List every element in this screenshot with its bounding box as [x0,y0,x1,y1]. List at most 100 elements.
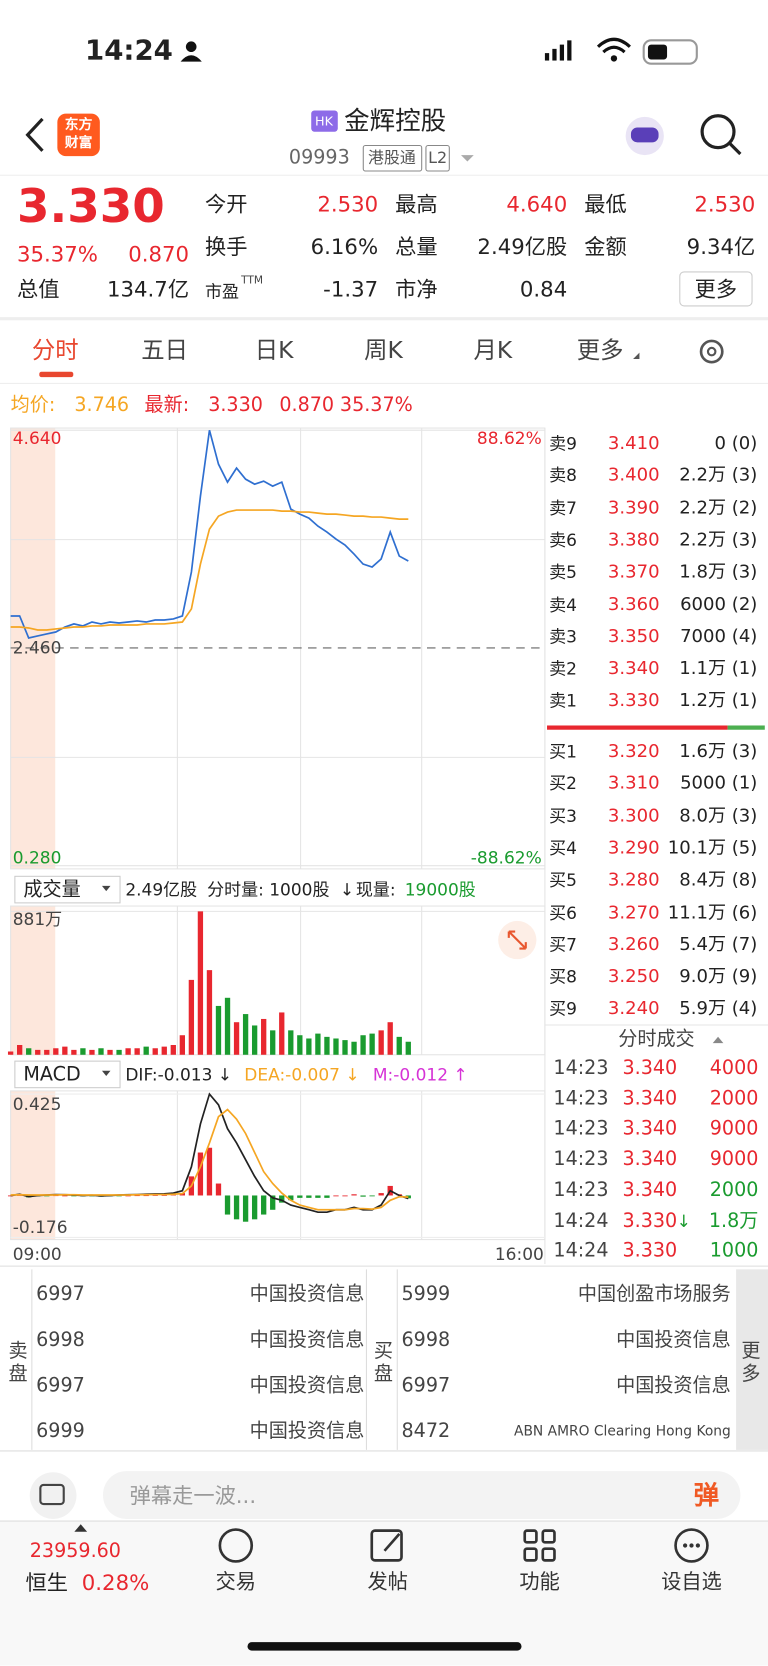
side-label: 卖盘 [8,1339,28,1386]
last-value: 3.330 [208,394,263,417]
level-volume: 0 (0) [714,432,758,455]
volume-bar [35,1049,41,1055]
trade-price: 3.330 [622,1209,678,1232]
trade-time: 14:23 [553,1056,609,1080]
stat-sup: TTM [241,275,264,287]
tab-bar-item[interactable]: 发帖 [367,1570,408,1594]
tab[interactable]: 更多 [576,337,624,365]
stock-code: 09993 [288,146,350,169]
broker-name: 中国创盈市场服务 [577,1283,731,1306]
volume-bar [251,1025,258,1055]
volume-selector[interactable]: 成交量 [23,878,81,901]
volume-bar [80,1048,86,1055]
macd-selector[interactable]: MACD [23,1063,81,1086]
tab-bar-item[interactable]: 功能 [519,1570,560,1594]
level-volume: 11.1万 (6) [667,901,758,924]
trade-arrow: ↓ [676,1210,691,1231]
stat-label: 总值 [16,276,60,302]
stat-value: 134.7亿 [107,276,190,302]
volume-bar [242,1014,249,1055]
index-value: 23959.60 [29,1540,121,1563]
trade-volume: 9000 [709,1117,759,1141]
level-price: 3.270 [607,901,660,924]
m-value: M:-0.012 ↑ [372,1064,468,1085]
trade-volume: 9000 [709,1148,759,1171]
broker-name: 中国投资信息 [249,1420,365,1443]
stat-value: 2.49亿股 [477,233,568,260]
stat-value: 2.530 [694,191,756,217]
level-price: 3.300 [607,805,660,827]
tab[interactable]: 五日 [141,337,189,365]
level-volume: 7000 (4) [680,625,758,648]
broker-id: 6999 [36,1420,85,1443]
volume-bar [98,1048,104,1055]
level-label: 买7 [549,934,577,955]
level-label: 买1 [549,741,577,762]
volume-total: 2.49亿股 [125,879,198,900]
tab-bar-item[interactable]: 交易 [215,1570,256,1594]
volume-bar [107,1049,113,1055]
tab-bar-item[interactable]: 设自选 [661,1570,722,1594]
stat-label: 金额 [584,233,627,260]
tab[interactable]: 分时 [31,337,79,365]
stat-label: 最高 [395,191,438,217]
broker-name: 中国投资信息 [249,1374,365,1397]
last-label: 最新: [144,394,190,417]
volume-bar [360,1035,366,1055]
macd-bar [333,1195,339,1197]
level-price: 3.360 [607,593,660,616]
volume-bar [17,1044,23,1055]
broker-id: 6997 [36,1283,85,1306]
trade-volume: 2000 [709,1087,759,1110]
arrow: ↓ [339,879,355,900]
volume-bar [116,1049,122,1055]
tab[interactable]: 月K [473,337,513,365]
volume-bar [396,1036,402,1055]
level-price: 3.340 [607,658,660,680]
volume-bar [315,1033,321,1055]
danmaku-input[interactable]: 弹幕走一波... [129,1482,257,1509]
index-name: 恒生 [25,1569,68,1596]
volume-bar [351,1041,357,1055]
avg-value: 3.746 [74,394,130,417]
macd-bar [324,1195,330,1198]
volume-bar [71,1049,77,1055]
stat-label: 今开 [205,191,248,217]
level-price: 3.380 [607,529,660,551]
stat-label: 市净 [395,276,438,302]
trade-time: 14:23 [553,1178,609,1202]
y-tick-label: 881万 [12,909,63,930]
volume-bar [152,1048,158,1055]
dea: DEA:-0.007 ↓ [244,1064,360,1085]
tab[interactable]: 周K [364,337,403,365]
volume-bar [44,1049,50,1055]
danmaku-button[interactable]: 弹 [693,1480,720,1511]
macd-bar [306,1195,312,1198]
more-button[interactable]: 更多 [694,276,738,302]
trade-time: 14:23 [553,1148,609,1171]
volume-bar [270,1030,276,1055]
avg-line [10,509,409,631]
macd-bar [134,1195,140,1197]
level-label: 卖6 [549,529,577,551]
broker-id: 8472 [401,1420,451,1443]
tab[interactable]: 日K [254,337,294,365]
level-volume: 2.2万 (3) [679,529,758,551]
stat-value: 6.16% [310,233,379,260]
macd-bar [116,1195,122,1197]
volume-bar [324,1036,330,1055]
level-volume: 9.0万 (9) [679,966,758,988]
trade-time: 14:23 [553,1087,609,1110]
macd-bar [233,1195,240,1220]
level-label: 买4 [549,837,577,859]
level-label: 卖9 [549,433,577,454]
volume-bar [161,1046,167,1055]
level-price: 3.240 [607,998,660,1020]
macd-bar [215,1183,222,1196]
volume-bar [134,1048,140,1055]
tick-volume: 分时量: 1000股 [207,879,330,900]
now-volume: 19000股 [404,879,476,900]
trade-time: 14:24 [553,1209,609,1232]
